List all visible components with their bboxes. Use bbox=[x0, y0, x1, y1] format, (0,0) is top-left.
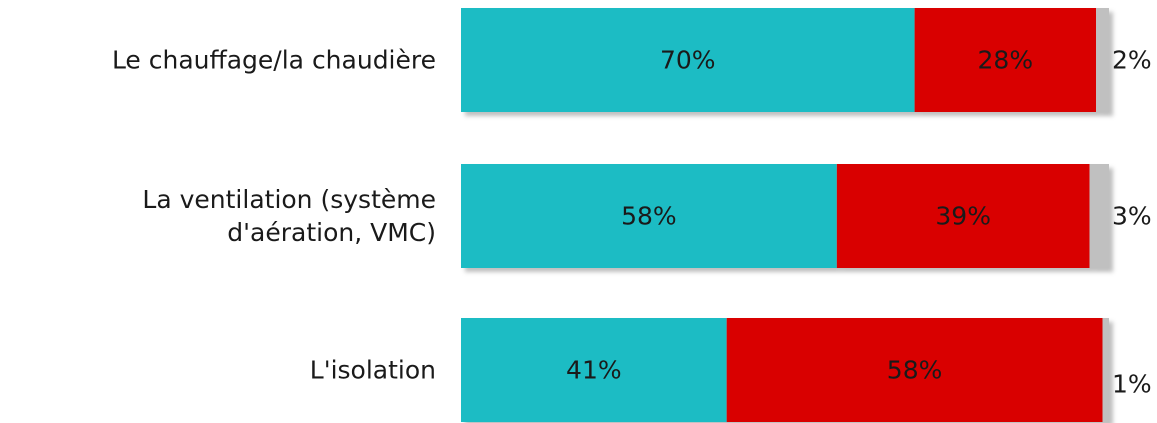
data-label: 39% bbox=[935, 202, 991, 231]
data-label: 58% bbox=[887, 356, 943, 385]
bar-segment bbox=[461, 164, 837, 268]
category-label: d'aération, VMC) bbox=[227, 218, 436, 247]
category-label: L'isolation bbox=[310, 356, 436, 385]
bar-segment bbox=[1089, 164, 1109, 268]
data-label: 28% bbox=[978, 46, 1034, 75]
category-label: Le chauffage/la chaudière bbox=[112, 46, 436, 75]
labels-layer: Le chauffage/la chaudière 70% 28% 2% La vent… bbox=[112, 46, 1152, 399]
bar-group bbox=[461, 164, 1109, 268]
bar-group bbox=[461, 8, 1109, 112]
bar-segment bbox=[914, 8, 1097, 112]
data-label: 58% bbox=[621, 202, 677, 231]
bar-segment bbox=[836, 164, 1090, 268]
category-label: La ventilation (système bbox=[142, 185, 436, 214]
bars-layer bbox=[461, 8, 1109, 422]
bar-group bbox=[461, 318, 1109, 422]
bar-segment bbox=[461, 8, 915, 112]
bar-segment bbox=[461, 318, 727, 422]
bar-segment bbox=[726, 318, 1103, 422]
data-label: 70% bbox=[660, 46, 716, 75]
data-label: 2% bbox=[1112, 46, 1152, 75]
data-label: 41% bbox=[566, 356, 622, 385]
data-label: 3% bbox=[1112, 202, 1152, 231]
data-label: 1% bbox=[1112, 370, 1152, 399]
bar-segment bbox=[1102, 318, 1109, 422]
bar-segment bbox=[1096, 8, 1109, 112]
